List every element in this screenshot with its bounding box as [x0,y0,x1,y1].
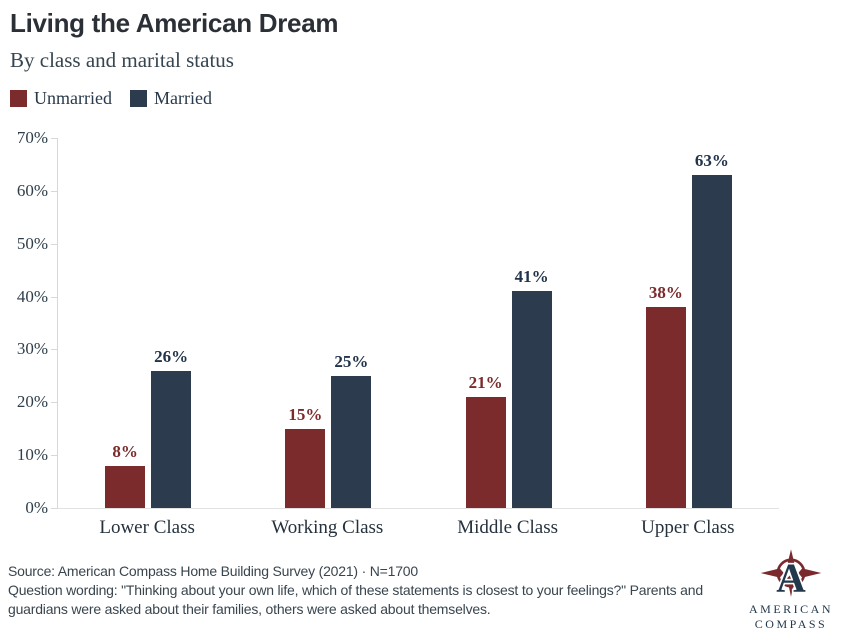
legend-item-married: Married [129,88,212,109]
bar-value-label: 63% [694,151,729,170]
question-wording: Question wording: "Thinking about your o… [8,582,703,617]
svg-text:A: A [776,555,806,600]
legend-item-unmarried: Unmarried [10,88,112,109]
bar-column: 63% [691,138,732,508]
bar-column: 21% [465,138,506,508]
bar-value-label: 26% [154,346,189,366]
x-axis-category-label: Middle Class [457,517,559,538]
y-axis-tick-mark [51,349,58,351]
bar-group-lower-class: 8% 26% [105,138,192,508]
bar-married [151,370,192,508]
y-axis-tick-mark [51,190,58,192]
page-subtitle: By class and marital status [10,48,234,72]
bar-married [331,375,372,508]
american-compass-logo: A AMERICAN COMPASS [737,548,845,632]
bar-married [511,291,552,508]
bar-column: 41% [511,138,552,508]
y-axis-tick-mark [51,508,58,509]
y-axis-tick-mark [51,138,58,139]
x-axis-labels: Lower Class Working Class Middle Class Uppe… [57,517,778,539]
y-axis-tick-label: 50% [16,233,48,253]
bar-value-label: 21% [468,373,503,392]
x-axis-category-label: Working Class [271,517,384,538]
plot-area: 0% 10% 20% 30% 40% 50% 60% 70% 8% 26% 15% 25% 21% 41%… [17,128,779,517]
page-title: Living the American Dream [10,8,339,38]
bar-unmarried [645,307,686,508]
bar-group-upper-class: 38% 63% [645,138,732,508]
y-axis-tick-label: 40% [16,286,48,306]
bar-column: 25% [331,138,372,508]
bar-group-working-class: 15% 25% [285,138,372,508]
y-axis-tick-label: 20% [16,392,48,412]
chart-footnote: Source: American Compass Home Building S… [8,562,732,619]
legend-swatch-icon [10,90,27,107]
logo-wordmark-line2: COMPASS [754,617,828,631]
chart-legend: Unmarried Married [10,88,212,109]
x-axis-category-label: Upper Class [641,517,735,538]
bar-value-label: 25% [334,351,369,371]
y-axis-tick-label: 30% [16,339,48,359]
bar-value-label: 15% [288,404,323,424]
bar-column: 15% [285,138,326,508]
bar-unmarried [105,465,146,508]
bar-married [691,175,732,508]
legend-swatch-icon [129,90,147,107]
bar-value-label: 38% [648,283,683,303]
bar-unmarried [465,397,506,508]
logo-wordmark-line1: AMERICAN [748,602,833,616]
y-axis-tick-mark [51,402,58,404]
bar-column: 8% [105,138,146,508]
bar-column: 26% [151,138,192,508]
bar-value-label: 8% [112,441,138,461]
legend-label: Married [153,88,212,108]
y-axis-tick-label: 0% [25,498,48,517]
y-axis-tick-mark [51,296,58,298]
bar-unmarried [285,428,326,508]
y-axis-tick-mark [51,455,58,457]
x-axis-category-label: Lower Class [99,517,195,538]
bar-group-middle-class: 21% 41% [465,138,552,508]
y-axis-tick-mark [51,243,58,245]
bar-value-label: 41% [514,267,549,287]
y-axis-tick-label: 70% [16,128,48,147]
source-line: Source: American Compass Home Building S… [8,563,418,579]
bar-column: 38% [645,138,686,508]
y-axis-tick-label: 60% [16,180,48,200]
compass-rose-icon: A [760,549,822,602]
y-axis-tick-label: 10% [16,445,48,465]
legend-label: Unmarried [34,88,112,108]
